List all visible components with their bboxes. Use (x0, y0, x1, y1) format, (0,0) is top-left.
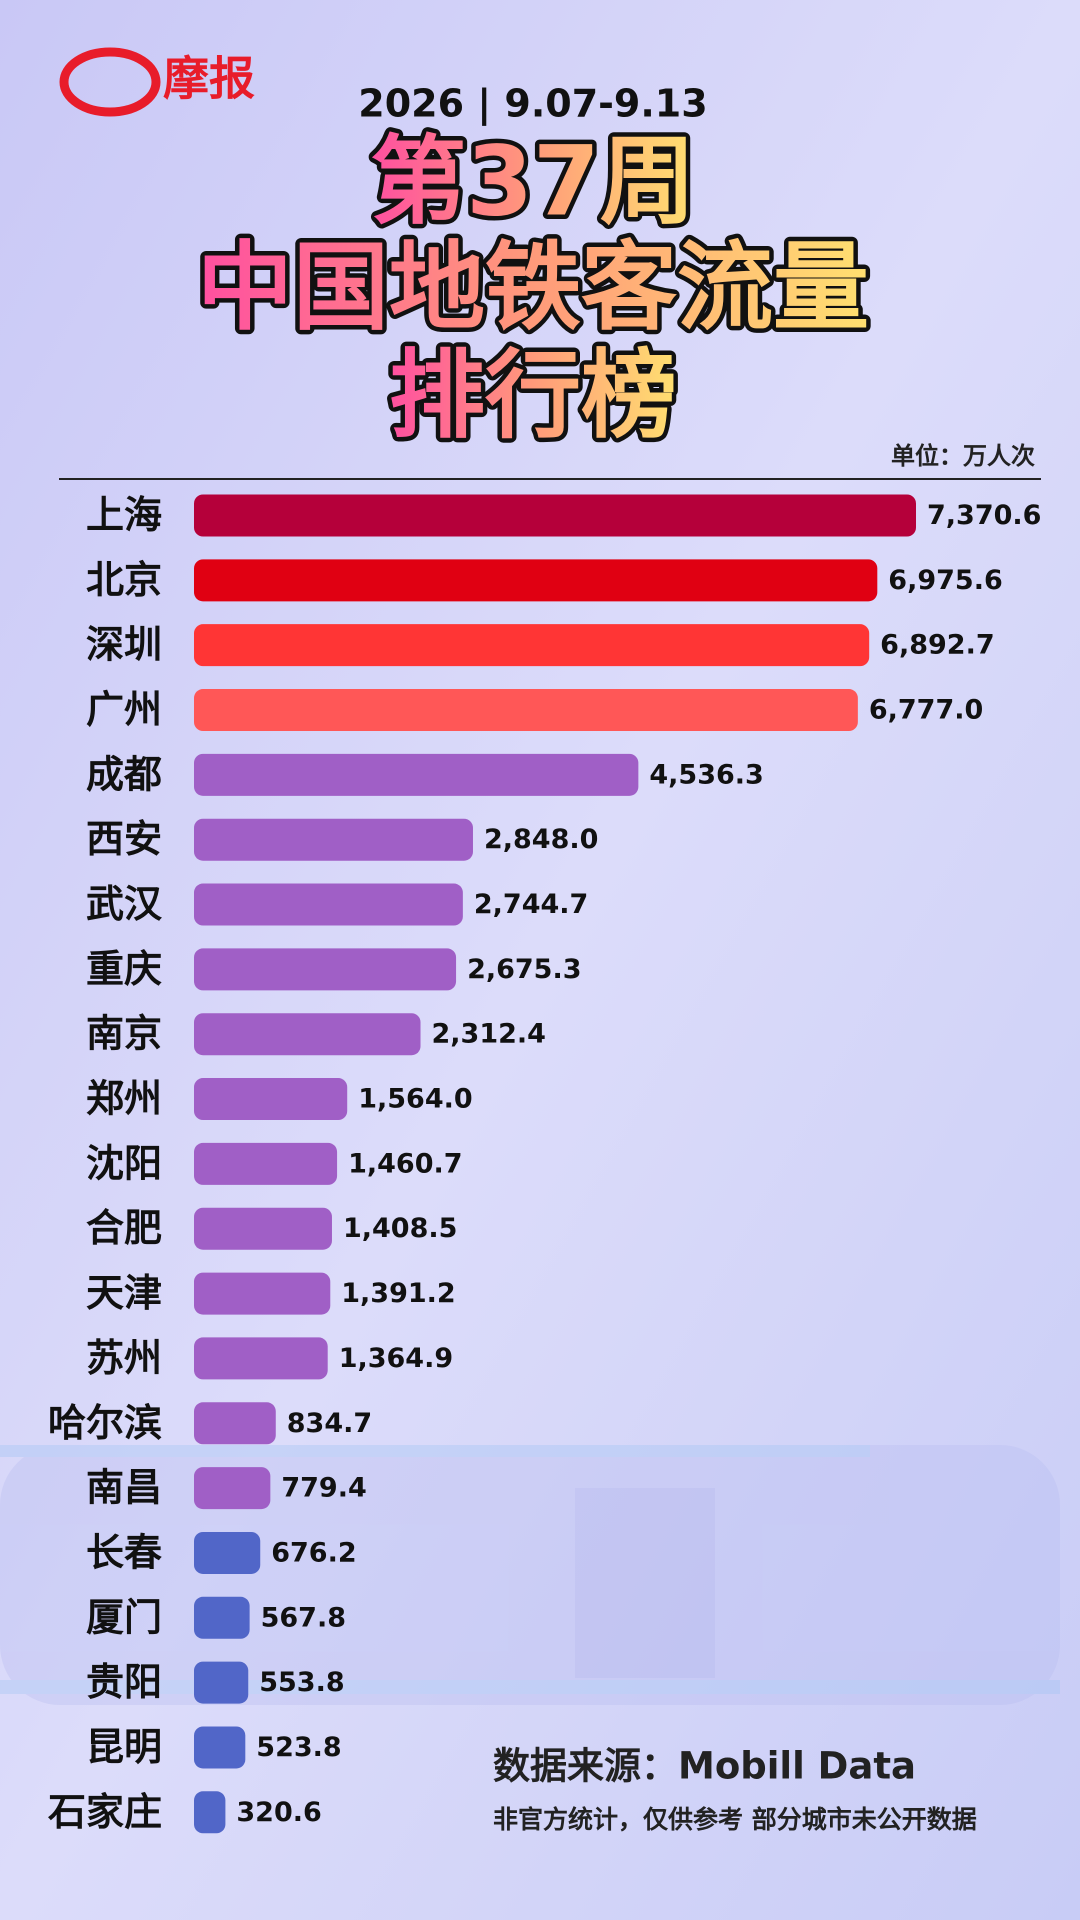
value-label: 567.8 (261, 1602, 346, 1633)
bar (194, 1337, 328, 1380)
category-label: 郑州 (86, 1077, 162, 1121)
bar (194, 689, 858, 732)
bar (194, 494, 916, 537)
category-label: 哈尔滨 (48, 1401, 162, 1445)
train-decoration (0, 1445, 1060, 1705)
value-label: 1,364.9 (339, 1343, 453, 1374)
value-label: 4,536.3 (649, 759, 763, 790)
bar (194, 1791, 226, 1834)
category-label: 南京 (86, 1012, 162, 1056)
logo-text: 摩报 (163, 52, 255, 106)
category-label: 广州 (86, 688, 162, 732)
bar (194, 1142, 338, 1185)
value-label: 320.6 (236, 1797, 321, 1828)
value-label: 676.2 (271, 1537, 356, 1568)
bar (194, 1661, 249, 1704)
value-label: 834.7 (287, 1408, 372, 1439)
category-label: 贵阳 (86, 1660, 162, 1704)
value-label: 2,675.3 (467, 954, 581, 985)
value-label: 2,848.0 (484, 824, 598, 855)
bar (194, 1467, 271, 1510)
value-label: 779.4 (281, 1473, 366, 1504)
category-label: 北京 (86, 558, 162, 602)
title-line: 排行榜 (389, 339, 677, 451)
value-label: 6,777.0 (869, 695, 983, 726)
value-label: 6,892.7 (880, 630, 994, 661)
bar (194, 1726, 246, 1769)
bar (194, 1272, 331, 1315)
category-label: 武汉 (86, 882, 163, 926)
category-label: 成都 (86, 752, 162, 796)
logo: 摩报 (59, 47, 255, 117)
category-label: 沈阳 (86, 1141, 162, 1185)
category-label: 重庆 (86, 947, 162, 991)
source: 数据来源：Mobill Data (493, 1745, 916, 1788)
bar (194, 818, 473, 861)
title-line: 中国地铁客流量 (197, 231, 869, 343)
bar (194, 1078, 348, 1121)
value-label: 1,460.7 (348, 1148, 462, 1179)
value-label: 1,391.2 (341, 1278, 455, 1309)
value-label: 523.8 (256, 1732, 341, 1763)
category-label: 南昌 (86, 1466, 162, 1510)
value-label: 1,564.0 (358, 1084, 472, 1115)
bar (194, 1596, 250, 1639)
category-label: 合肥 (86, 1206, 162, 1250)
date: 2026 | 9.07-9.13 (358, 82, 707, 127)
bar-chart: 上海 7,370.6 北京 6,975.6 深圳 6,892.7 广州 6,777.0 成都 4,… (48, 493, 1041, 1834)
unit: 单位：万人次 (891, 442, 1035, 470)
value-label: 7,370.6 (927, 500, 1041, 531)
category-label: 天津 (86, 1271, 162, 1315)
value-label: 6,975.6 (888, 565, 1002, 596)
bar (194, 1402, 276, 1445)
category-label: 厦门 (86, 1595, 162, 1639)
value-label: 1,408.5 (343, 1213, 457, 1244)
value-label: 2,312.4 (432, 1019, 546, 1050)
category-label: 深圳 (86, 623, 162, 667)
bar (194, 883, 463, 926)
bar (194, 1013, 421, 1056)
category-label: 石家庄 (48, 1790, 162, 1834)
category-label: 上海 (86, 493, 162, 537)
category-label: 西安 (86, 817, 162, 861)
bar (194, 1207, 332, 1250)
logo-icon (59, 47, 161, 117)
bar (194, 948, 457, 991)
note: 非官方统计，仅供参考 部分城市未公开数据 (493, 1805, 977, 1834)
value-label: 2,744.7 (474, 889, 588, 920)
bar (194, 624, 870, 667)
category-label: 长春 (86, 1530, 162, 1574)
bar (194, 753, 639, 796)
bar (194, 559, 878, 602)
title-line: 第37周 (370, 125, 696, 237)
category-label: 苏州 (86, 1336, 162, 1380)
bar (194, 1531, 261, 1574)
category-label: 昆明 (86, 1725, 162, 1769)
value-label: 553.8 (259, 1667, 344, 1698)
